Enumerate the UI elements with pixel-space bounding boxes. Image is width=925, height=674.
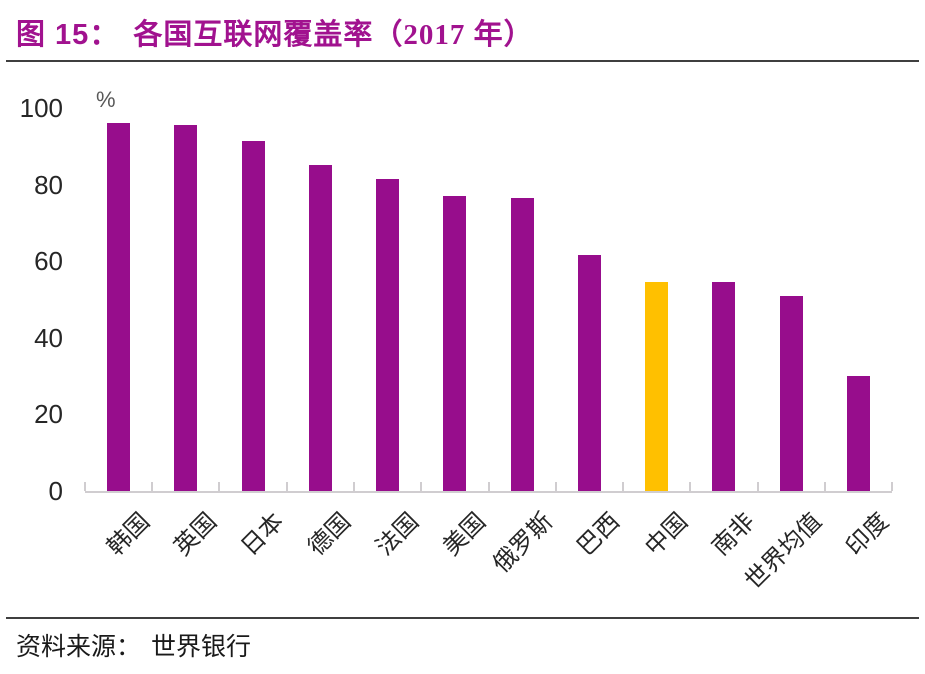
figure-title-text: 各国互联网覆盖率（2017 年）	[133, 19, 534, 51]
figure-number-label: 图 15：	[16, 19, 120, 51]
source-note: 资料来源： 世界银行	[16, 627, 251, 663]
x-category-label: 巴西	[573, 508, 626, 561]
x-category-label: 英国	[169, 508, 222, 561]
plot-area: 韩国 英国 日本 德国 法国 美国 俄罗斯 巴西 中国 南非 世界均值 印度	[84, 108, 894, 595]
bar-slot	[690, 108, 757, 491]
bar-slot	[825, 108, 892, 491]
bar-8	[577, 255, 601, 491]
bar-12	[846, 376, 870, 491]
y-tick-label: 60	[34, 246, 63, 277]
bar-slot	[421, 108, 488, 491]
x-axis-tick	[84, 482, 86, 491]
x-category-label: 德国	[304, 508, 357, 561]
x-category-label: 日本	[236, 508, 290, 561]
bar-6	[443, 196, 467, 491]
bar-slot	[220, 108, 287, 491]
bar-7	[510, 198, 534, 491]
bar-10	[712, 282, 736, 491]
bar-slot	[623, 108, 690, 491]
x-category-label: 中国	[640, 508, 693, 561]
bar-slot	[85, 108, 152, 491]
figure-title: 图 15： 各国互联网覆盖率（2017 年）	[16, 11, 534, 53]
y-axis: 100 80 60 40 20 0	[0, 94, 63, 505]
x-category-label: 俄罗斯	[488, 508, 559, 578]
bar-slot	[354, 108, 421, 491]
x-axis-tick	[756, 482, 759, 491]
x-axis-tick	[621, 482, 624, 491]
x-category-label: 印度	[842, 508, 895, 561]
x-axis-tick	[352, 482, 355, 491]
x-axis-tick	[218, 482, 221, 491]
bar-slot	[287, 108, 354, 491]
x-axis-tick	[420, 482, 423, 491]
y-tick-label: 20	[34, 399, 63, 430]
y-tick-label: 0	[48, 476, 63, 506]
x-axis-tick	[151, 482, 154, 491]
title-divider-line	[6, 60, 919, 62]
bar-11	[779, 295, 803, 491]
y-axis-unit-label: %	[96, 87, 116, 112]
x-axis-tick	[487, 482, 490, 491]
y-tick-label: 100	[19, 93, 63, 123]
bar-9	[645, 282, 669, 491]
x-axis-tick	[554, 482, 557, 491]
bar-4	[308, 165, 332, 491]
footer-divider-line	[6, 617, 919, 619]
source-label: 资料来源：	[16, 634, 142, 661]
bar-1	[107, 123, 131, 491]
x-axis-tick	[891, 482, 893, 491]
x-axis-tick	[285, 482, 288, 491]
y-tick-label: 80	[34, 169, 63, 200]
y-tick-label: 40	[34, 322, 63, 353]
bar-slot	[758, 108, 825, 491]
bar-2	[174, 125, 198, 491]
bar-5	[376, 178, 400, 491]
bar-slot	[556, 108, 623, 491]
x-category-label: 法国	[371, 508, 424, 561]
x-axis-tick	[689, 482, 692, 491]
bar-3	[241, 140, 265, 491]
bar-slot	[152, 108, 219, 491]
source-text: 世界银行	[151, 634, 252, 661]
x-axis-tick	[823, 482, 826, 491]
x-category-label: 韩国	[102, 508, 155, 561]
bar-slot	[489, 108, 556, 491]
